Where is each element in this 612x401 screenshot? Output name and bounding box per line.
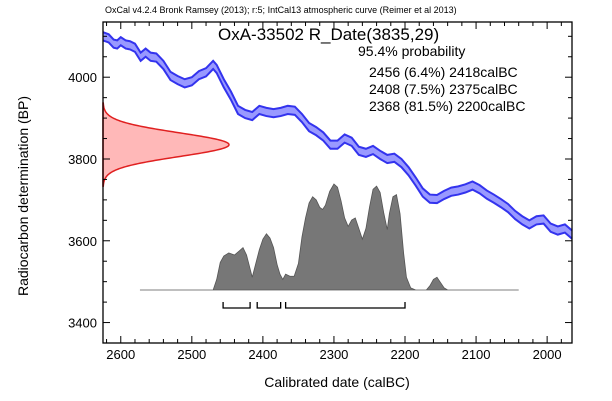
y-tick-label: 3800	[68, 152, 97, 167]
x-tick-label: 2200	[391, 347, 420, 362]
probability-heading: 95.4% probability	[358, 43, 465, 59]
plot-frame	[102, 21, 573, 344]
calibration-curve-lower-line	[102, 39, 573, 240]
y-tick-label: 4000	[68, 70, 97, 85]
range-bracket-3	[284, 302, 406, 309]
range-label-1: 2456 (6.4%) 2418calBC	[369, 64, 518, 80]
probability-distribution	[139, 183, 519, 291]
x-tick-label: 2500	[177, 347, 206, 362]
x-tick-label: 2100	[462, 347, 491, 362]
range-label-2: 2408 (7.5%) 2375calBC	[369, 81, 518, 97]
chart-title: OxA-33502 R_Date(3835,29)	[218, 25, 439, 44]
y-tick-label: 3400	[68, 316, 97, 331]
calibration-curve-upper-line	[102, 31, 573, 232]
x-tick-label: 2000	[533, 347, 562, 362]
plot-area: 2600 2500 2400 2300 2200 2100 2000 3400 3600 3800…	[68, 21, 573, 362]
x-tick-label: 2400	[248, 347, 277, 362]
y-axis-label: Radiocarbon determination (BP)	[15, 96, 31, 296]
radiocarbon-date-distribution	[102, 102, 230, 187]
x-tick-label: 2600	[106, 347, 135, 362]
range-label-3: 2368 (81.5%) 2200calBC	[369, 98, 525, 114]
x-tick-label: 2300	[319, 347, 348, 362]
y-tick-label: 3600	[68, 234, 97, 249]
range-bracket-2	[256, 302, 282, 309]
x-axis-label: Calibrated date (calBC)	[264, 374, 410, 390]
software-credit: OxCal v4.2.4 Bronk Ramsey (2013); r:5; I…	[105, 5, 457, 15]
range-bracket-1	[222, 302, 251, 309]
